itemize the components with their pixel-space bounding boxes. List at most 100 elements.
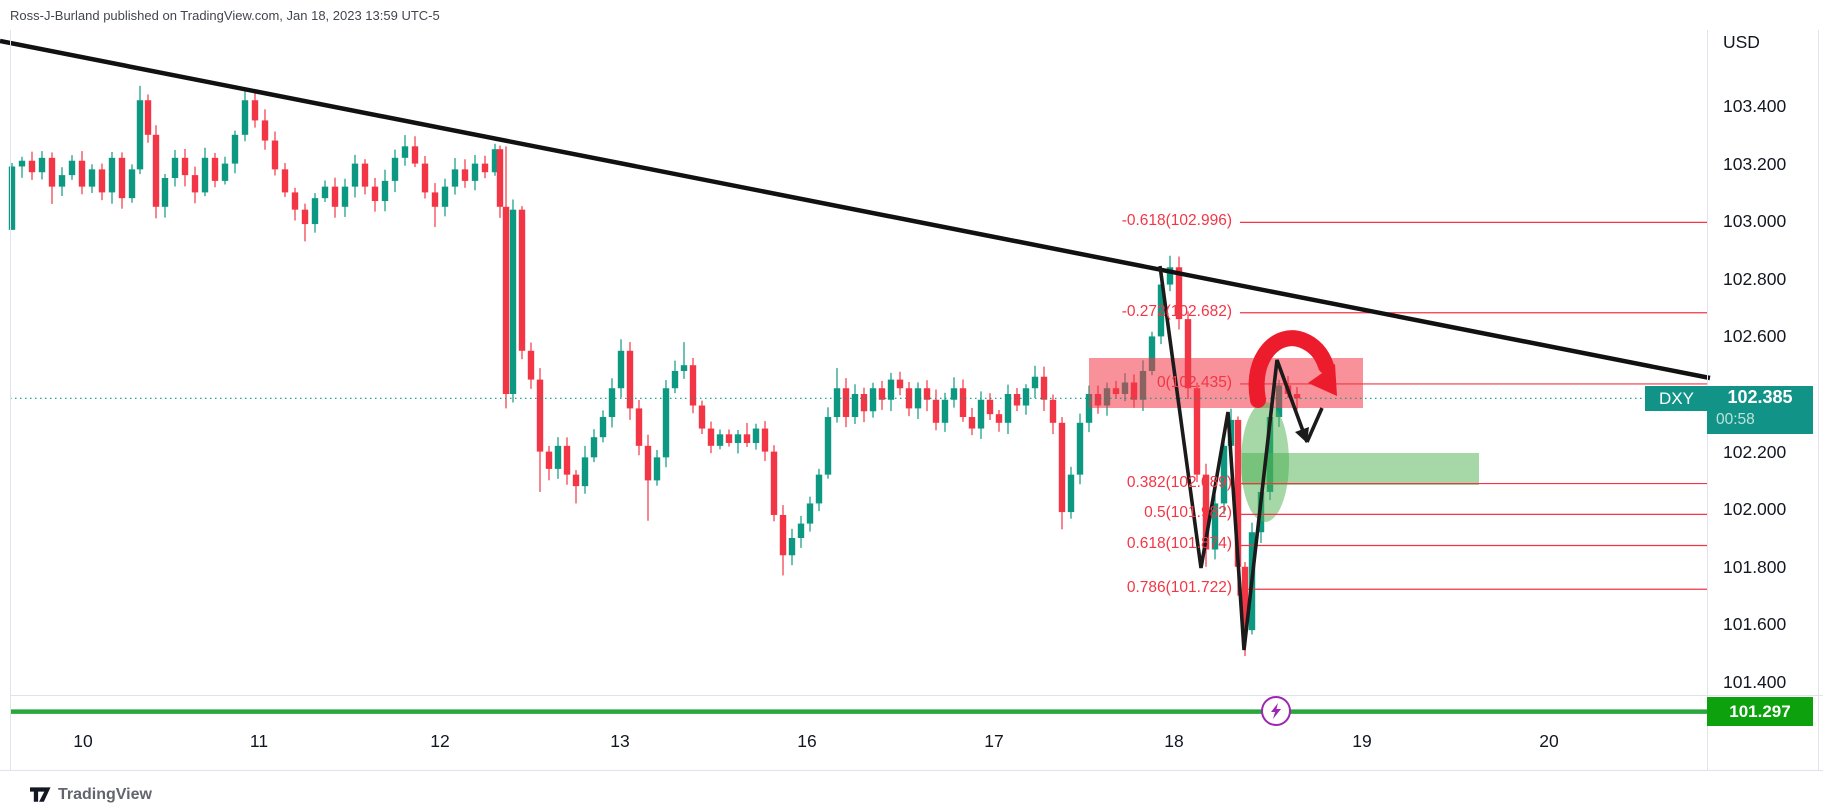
candle-body (815, 474, 823, 504)
candle-body (725, 434, 733, 443)
candle-body (689, 365, 697, 406)
descending-trendline[interactable] (0, 38, 1711, 381)
tradingview-logo[interactable]: TradingView (30, 786, 152, 804)
candle-body (491, 149, 499, 173)
publish-attribution: Ross-J-Burland published on TradingView.… (10, 8, 440, 23)
candle-body (1004, 394, 1012, 423)
candle-body (1040, 376, 1048, 400)
last-price-box: 102.385 00:58 (1707, 386, 1813, 434)
candle-body (509, 209, 517, 394)
candle-body (1085, 394, 1093, 423)
candle-body (171, 157, 179, 178)
fib-level-label: 0.382(102.089) (1126, 473, 1232, 491)
candle-body (28, 160, 36, 173)
candle-body (1241, 566, 1249, 631)
candle-body (451, 169, 459, 187)
candle-body (261, 120, 269, 141)
candle-body (779, 514, 787, 556)
fib-level-label: 0.786(101.722) (1126, 579, 1232, 597)
candle-body (653, 457, 661, 481)
candle-body (191, 175, 199, 193)
candle-body (88, 169, 96, 187)
candle-body (959, 388, 967, 418)
rejection-curved-arrow[interactable] (1248, 330, 1334, 408)
fib-level-label: 0(102.435) (1157, 373, 1232, 391)
candle-body (662, 388, 670, 458)
candle-body (291, 192, 299, 210)
candle-body (361, 163, 369, 187)
price-axis-label: 102.800 (1723, 268, 1787, 289)
candle-body (181, 157, 189, 176)
candle-body (421, 163, 429, 193)
candle-body (351, 163, 359, 187)
zigzag-arrowhead (1295, 427, 1309, 443)
candle-body (932, 399, 940, 423)
candle-body (1022, 388, 1030, 406)
price-axis-label: 101.800 (1723, 556, 1787, 577)
candle-body (896, 379, 904, 389)
fib-level-label: -0.272(102.682) (1121, 302, 1232, 320)
candle-body (1184, 319, 1192, 389)
page-right-border (1818, 30, 1819, 770)
candle-body (1148, 336, 1156, 371)
last-price-value: 102.385 (1727, 387, 1793, 407)
candle-body (221, 163, 229, 181)
candle-body (626, 350, 634, 409)
candle-body (752, 428, 760, 443)
candle-body (401, 146, 409, 158)
currency-label: USD (1723, 32, 1760, 52)
candle-body (58, 175, 66, 187)
candle-body (833, 388, 841, 418)
candle-body (78, 160, 86, 187)
candle-body (271, 140, 279, 170)
candle-body (108, 157, 116, 193)
candle-body (461, 169, 469, 181)
candle-body (502, 206, 510, 394)
candle-body (38, 157, 46, 173)
candle-body (599, 417, 607, 438)
date-axis-label: 12 (430, 731, 450, 751)
price-axis-label: 102.000 (1723, 499, 1787, 520)
candle-body (608, 388, 616, 418)
candle-body (201, 157, 209, 193)
candle-body (1067, 474, 1075, 513)
price-path-zigzag-arrow[interactable] (1158, 265, 1309, 651)
candle-body (1211, 503, 1219, 550)
candle-body (806, 503, 814, 524)
candle-body (341, 186, 349, 207)
candle-body (644, 445, 652, 481)
candle-body (431, 192, 439, 207)
price-axis-label: 103.400 (1723, 96, 1787, 116)
candle-body (860, 394, 868, 412)
candle-body (986, 399, 994, 415)
candle-body (734, 434, 742, 443)
candle-body (707, 428, 715, 446)
candle-body (371, 186, 379, 202)
date-axis-label: 20 (1539, 731, 1559, 751)
candle-body (231, 134, 239, 164)
candle-body (572, 474, 580, 487)
candle-body (1049, 399, 1057, 423)
candle-body (842, 388, 850, 418)
candle-body (788, 538, 796, 556)
candle-body (851, 394, 859, 418)
candle-body (98, 169, 106, 193)
lightning-icon[interactable] (1261, 696, 1291, 726)
candle-body (152, 134, 160, 207)
candle-body (441, 186, 449, 207)
tradingview-logo-mark (30, 786, 51, 802)
support-price-badge: 101.297 (1707, 697, 1813, 726)
candle-body (68, 160, 76, 176)
date-axis-label: 19 (1352, 731, 1372, 751)
candle-body (968, 417, 976, 429)
candle-body (977, 399, 985, 429)
candle-body (251, 100, 259, 121)
candle-body (995, 414, 1003, 423)
price-axis-label: 101.400 (1723, 672, 1787, 692)
candle-body (1157, 284, 1165, 337)
candle-body (554, 445, 562, 469)
candle-body (211, 157, 219, 181)
candle-body (743, 434, 751, 443)
candle-body (797, 523, 805, 538)
